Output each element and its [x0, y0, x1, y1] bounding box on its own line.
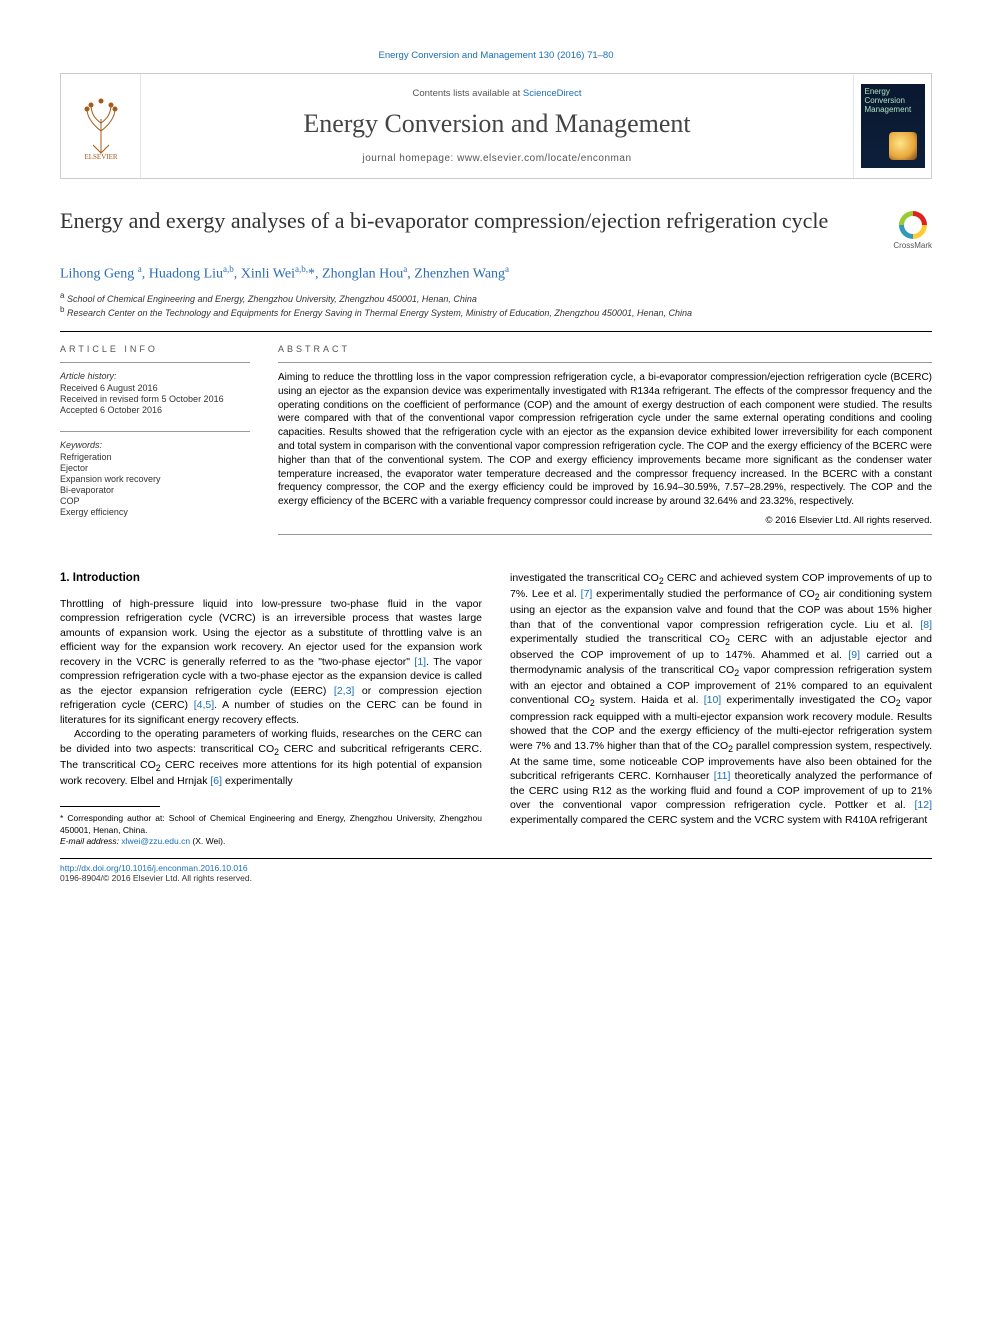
article-info-rule	[60, 362, 250, 363]
journal-cover-cell: Energy Conversion Management	[853, 74, 931, 178]
intro-para-1: Throttling of high-pressure liquid into …	[60, 597, 482, 727]
abstract-head: ABSTRACT	[278, 344, 932, 354]
title-row: Energy and exergy analyses of a bi-evapo…	[60, 207, 932, 250]
email-suffix: (X. Wei).	[190, 836, 225, 846]
author-list: Lihong Geng a, Huadong Liua,b, Xinli Wei…	[60, 264, 932, 283]
journal-homepage-url[interactable]: www.elsevier.com/locate/enconman	[457, 153, 631, 164]
keyword-item: Refrigeration	[60, 452, 250, 462]
intro-heading: 1. Introduction	[60, 571, 482, 587]
publisher-logo-label: ELSEVIER	[84, 153, 117, 161]
keywords-label: Keywords:	[60, 440, 250, 450]
elsevier-tree-icon: ELSEVIER	[73, 91, 129, 161]
article-info-head: ARTICLE INFO	[60, 344, 250, 354]
crossmark-label: CrossMark	[893, 241, 932, 250]
body-columns: 1. Introduction Throttling of high-press…	[60, 571, 932, 848]
cover-word-3: Management	[865, 106, 921, 115]
homepage-prefix: journal homepage:	[362, 153, 457, 164]
history-accepted: Accepted 6 October 2016	[60, 405, 250, 415]
crossmark-badge[interactable]: CrossMark	[893, 207, 932, 250]
journal-homepage-line: journal homepage: www.elsevier.com/locat…	[151, 153, 843, 164]
history-revised: Received in revised form 5 October 2016	[60, 394, 250, 404]
contents-available-line: Contents lists available at ScienceDirec…	[151, 88, 843, 99]
page-root: Energy Conversion and Management 130 (20…	[0, 0, 992, 923]
publisher-logo: ELSEVIER	[61, 74, 141, 178]
journal-cover-thumb: Energy Conversion Management	[861, 84, 925, 168]
corresponding-email-line: E-mail address: xlwei@zzu.edu.cn (X. Wei…	[60, 836, 482, 847]
article-info-block: ARTICLE INFO Article history: Received 6…	[60, 344, 250, 543]
abstract-copyright: © 2016 Elsevier Ltd. All rights reserved…	[278, 515, 932, 526]
email-label: E-mail address:	[60, 836, 121, 846]
footnotes: * Corresponding author at: School of Che…	[60, 813, 482, 847]
affiliation-b: b Research Center on the Technology and …	[60, 305, 932, 319]
left-column: 1. Introduction Throttling of high-press…	[60, 571, 482, 848]
right-column: investigated the transcritical CO2 CERC …	[510, 571, 932, 848]
journal-name: Energy Conversion and Management	[151, 109, 843, 139]
abstract-block: ABSTRACT Aiming to reduce the throttling…	[278, 344, 932, 543]
keyword-item: Ejector	[60, 463, 250, 473]
rule-above-meta	[60, 331, 932, 332]
page-footer: http://dx.doi.org/10.1016/j.enconman.201…	[60, 858, 932, 883]
abstract-text: Aiming to reduce the throttling loss in …	[278, 371, 932, 509]
sciencedirect-link[interactable]: ScienceDirect	[523, 88, 582, 99]
keyword-item: Expansion work recovery	[60, 474, 250, 484]
affiliation-a: a School of Chemical Engineering and Ene…	[60, 291, 932, 305]
keyword-item: COP	[60, 496, 250, 506]
cover-art-icon	[889, 132, 917, 160]
abstract-bottom-rule	[278, 534, 932, 535]
doi-link[interactable]: http://dx.doi.org/10.1016/j.enconman.201…	[60, 863, 248, 873]
meta-row: ARTICLE INFO Article history: Received 6…	[60, 344, 932, 543]
intro-para-2: According to the operating parameters of…	[60, 727, 482, 788]
contents-prefix: Contents lists available at	[413, 88, 523, 99]
abstract-rule	[278, 362, 932, 363]
journal-header-center: Contents lists available at ScienceDirec…	[141, 74, 853, 178]
crossmark-icon	[899, 211, 927, 239]
corresponding-email-link[interactable]: xlwei@zzu.edu.cn	[121, 836, 190, 846]
affiliations: a School of Chemical Engineering and Ene…	[60, 291, 932, 319]
top-citation: Energy Conversion and Management 130 (20…	[60, 50, 932, 61]
footnote-separator	[60, 806, 160, 807]
keywords-rule	[60, 431, 250, 432]
history-label: Article history:	[60, 371, 250, 381]
keyword-item: Exergy efficiency	[60, 507, 250, 517]
article-title: Energy and exergy analyses of a bi-evapo…	[60, 207, 877, 235]
history-received: Received 6 August 2016	[60, 383, 250, 393]
corresponding-author-note: * Corresponding author at: School of Che…	[60, 813, 482, 836]
issn-copyright-line: 0196-8904/© 2016 Elsevier Ltd. All right…	[60, 873, 252, 883]
keyword-item: Bi-evaporator	[60, 485, 250, 495]
journal-header: ELSEVIER Contents lists available at Sci…	[60, 73, 932, 179]
intro-para-3: investigated the transcritical CO2 CERC …	[510, 571, 932, 827]
